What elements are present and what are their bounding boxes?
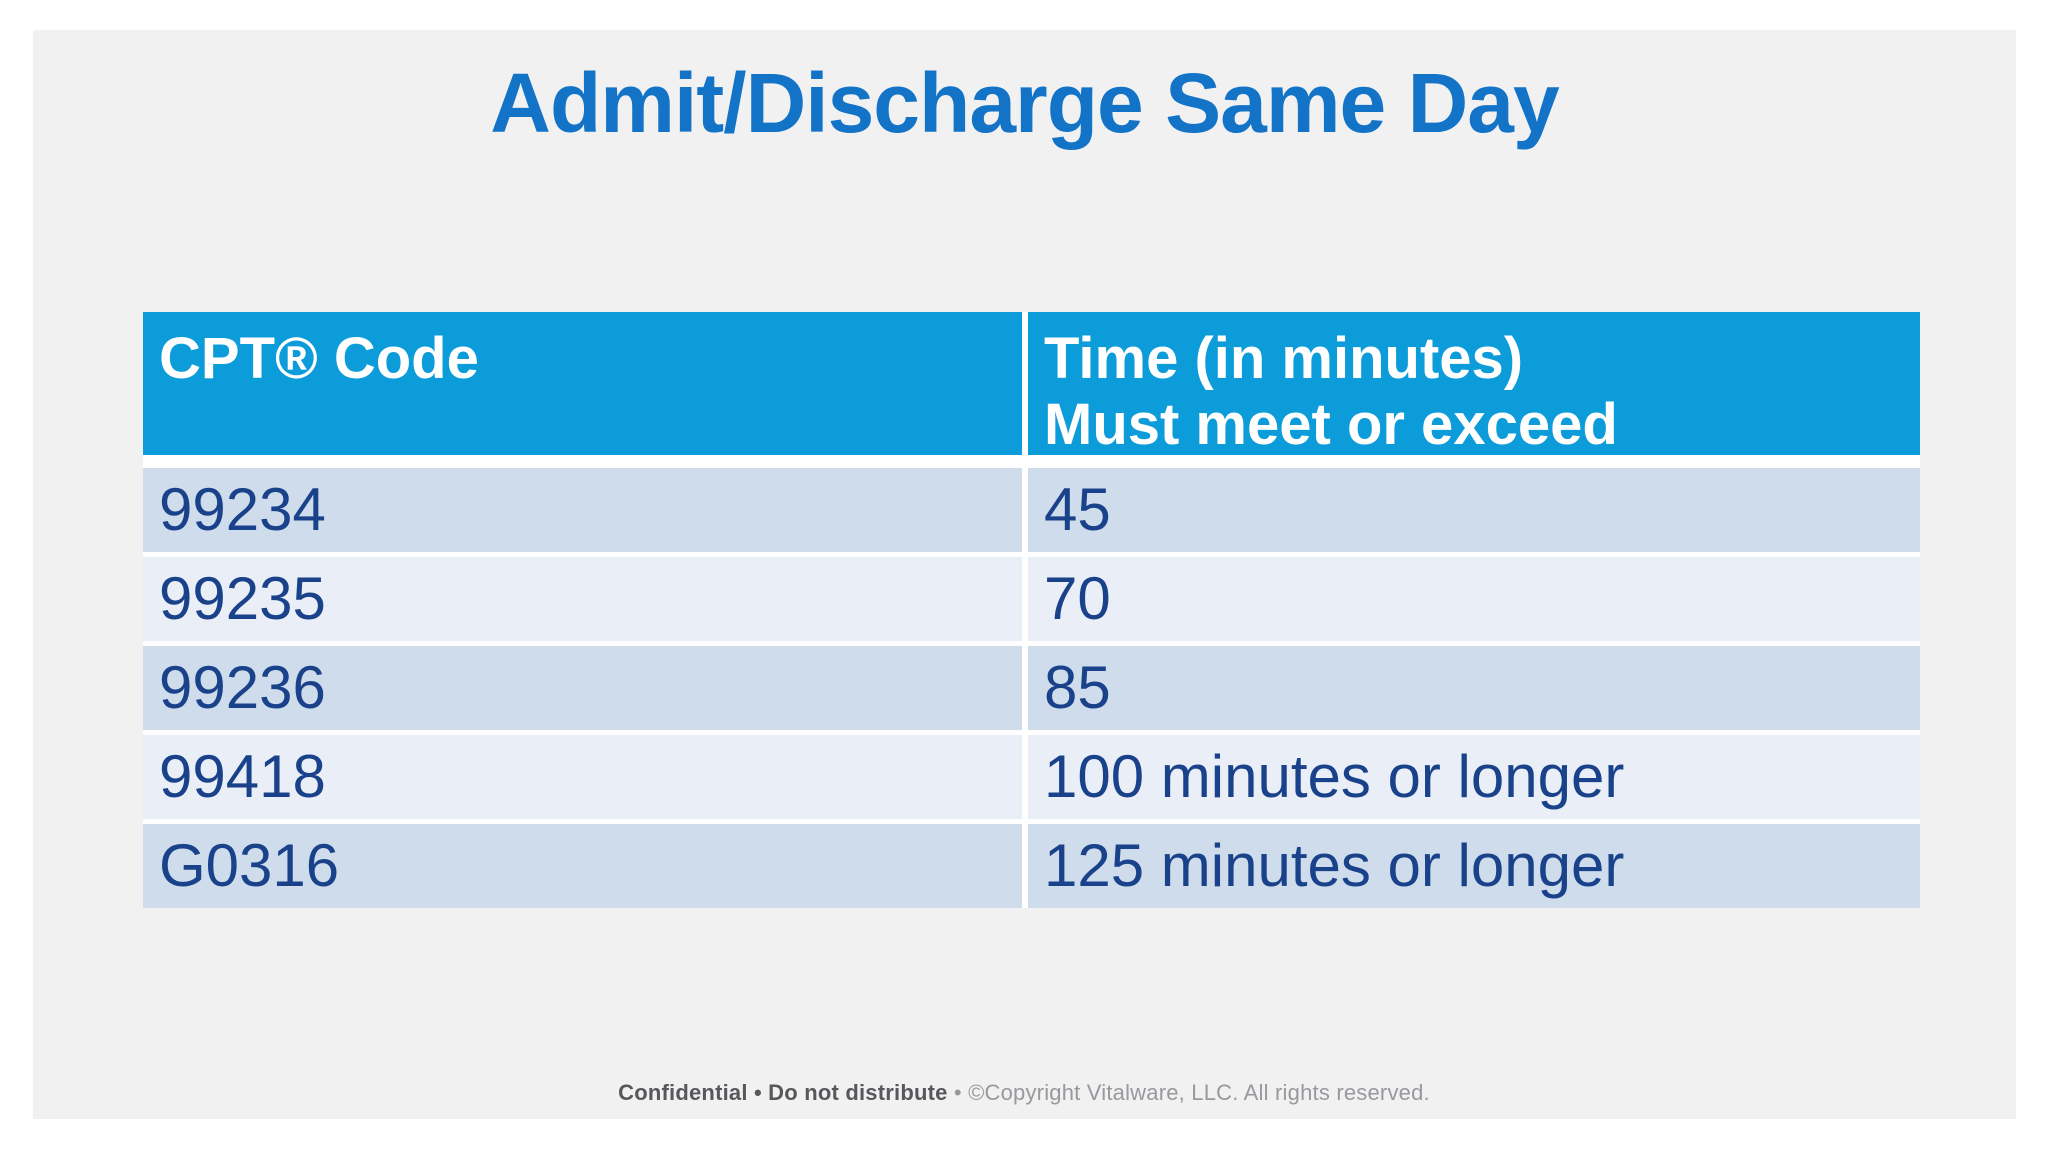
cpt-code-cell: G0316 <box>143 824 1022 908</box>
footer-copyright-text: • ©Copyright Vitalware, LLC. All rights … <box>947 1080 1430 1105</box>
table-row: 99418 100 minutes or longer <box>143 735 1920 819</box>
table-row: 99235 70 <box>143 557 1920 641</box>
time-value-cell: 85 <box>1028 646 1920 730</box>
column-header-time: Time (in minutes) Must meet or exceed <box>1028 312 1920 457</box>
cpt-code-table: CPT® Code Time (in minutes) Must meet or… <box>143 312 1920 908</box>
column-header-time-line1: Time (in minutes) <box>1044 326 1524 391</box>
cpt-code-cell: 99234 <box>143 468 1022 552</box>
cpt-code-cell: 99236 <box>143 646 1022 730</box>
table-body: 99234 45 99235 70 99236 85 99418 100 min… <box>143 468 1920 908</box>
table-row: 99236 85 <box>143 646 1920 730</box>
confidentiality-footer: Confidential • Do not distribute • ©Copy… <box>0 1080 2048 1106</box>
slide-title: Admit/Discharge Same Day <box>490 56 1559 150</box>
table-row: 99234 45 <box>143 468 1920 552</box>
time-value-cell: 70 <box>1028 557 1920 641</box>
cpt-code-cell: 99235 <box>143 557 1022 641</box>
time-value-cell: 125 minutes or longer <box>1028 824 1920 908</box>
table-header-row: CPT® Code Time (in minutes) Must meet or… <box>143 312 1920 457</box>
time-value-cell: 100 minutes or longer <box>1028 735 1920 819</box>
time-value-cell: 45 <box>1028 468 1920 552</box>
column-header-time-line2: Must meet or exceed <box>1044 392 1618 457</box>
table-row: G0316 125 minutes or longer <box>143 824 1920 908</box>
column-header-cpt-code: CPT® Code <box>143 312 1022 455</box>
footer-confidential-text: Confidential • Do not distribute <box>618 1080 948 1105</box>
cpt-code-cell: 99418 <box>143 735 1022 819</box>
